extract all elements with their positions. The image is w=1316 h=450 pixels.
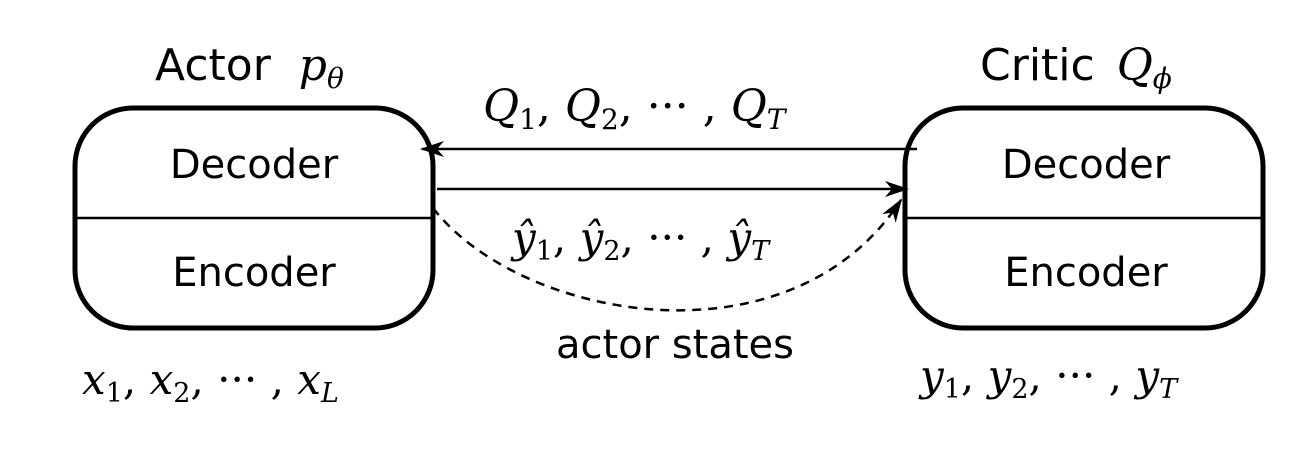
y2-subscript: 2 (1011, 374, 1028, 405)
qT-subscript: T (767, 103, 788, 136)
q1-symbol: Q (483, 81, 519, 132)
q-ellipsis: ··· (647, 81, 689, 132)
actor-title-text: Actor (155, 40, 272, 91)
q2-symbol: Q (565, 81, 601, 132)
x1-symbol: x (82, 355, 106, 404)
x-ellipsis: ··· (217, 355, 257, 404)
qT-symbol: Q (731, 81, 767, 132)
yhatT-symbol: ŷ (725, 213, 752, 262)
xL-subscript: L (320, 378, 339, 409)
predictions-label: ŷ1, ŷ2, ··· , ŷT (510, 213, 771, 267)
y1-subscript: 1 (944, 374, 961, 405)
critic-encoder-label: Encoder (1004, 250, 1168, 296)
x2-subscript: 2 (173, 378, 190, 409)
q-values-label: Q1, Q2, ··· , QT (483, 81, 788, 136)
critic-title: Critic Qϕ (980, 40, 1172, 95)
critic-decoder-label: Decoder (1002, 142, 1171, 188)
critic-input-sequence: y1, y2, ··· , yT (918, 351, 1179, 405)
actor-input-sequence: x1, x2, ··· , xL (82, 355, 339, 409)
x2-symbol: x (150, 355, 174, 404)
y2-symbol: y (986, 351, 1013, 400)
yhat1-subscript: 1 (536, 236, 553, 267)
yhat-ellipsis: ··· (647, 213, 687, 262)
q2-subscript: 2 (601, 103, 619, 136)
yhat2-symbol: ŷ (578, 213, 605, 262)
y-ellipsis: ··· (1055, 351, 1095, 400)
critic-block: Critic Qϕ Decoder Encoder y1, y2, ··· , … (902, 40, 1266, 405)
actor-states-arrow (432, 198, 903, 312)
actor-symbol: p (299, 40, 327, 91)
q1-subscript: 1 (519, 103, 537, 136)
actor-title: Actor pθ (155, 40, 344, 95)
y1-symbol: y (918, 351, 945, 400)
critic-symbol: Q (1117, 40, 1153, 91)
yhat2-subscript: 2 (603, 236, 620, 267)
yhat1-symbol: ŷ (510, 213, 537, 262)
actor-block: Actor pθ Decoder Encoder x1, x2, ··· , x… (72, 40, 436, 409)
actor-states-label: actor states (556, 322, 794, 368)
xL-symbol: x (297, 355, 321, 404)
yT-subscript: T (1159, 374, 1179, 405)
x1-subscript: 1 (106, 378, 123, 409)
yhatT-subscript: T (751, 236, 771, 267)
yT-symbol: y (1133, 351, 1160, 400)
actor-encoder-label: Encoder (172, 250, 336, 296)
arrows (420, 141, 917, 312)
critic-title-text: Critic (980, 40, 1095, 91)
actor-decoder-label: Decoder (170, 142, 339, 188)
actor-symbol-subscript: θ (327, 62, 344, 95)
critic-symbol-subscript: ϕ (1153, 62, 1172, 95)
